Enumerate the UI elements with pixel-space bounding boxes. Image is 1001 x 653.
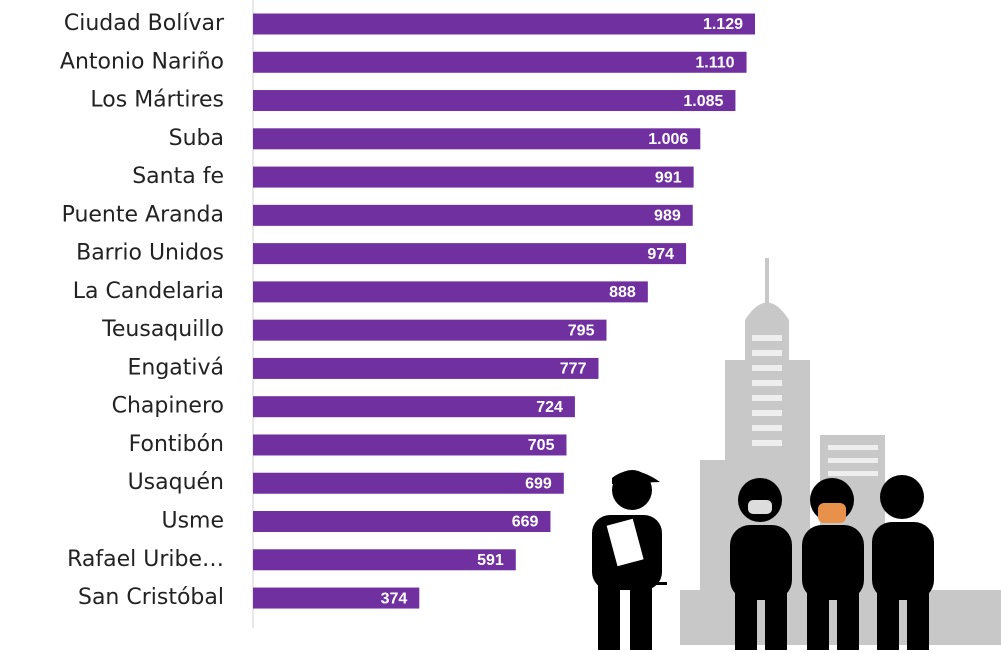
value-label: 795 (568, 322, 595, 339)
bar (253, 167, 694, 188)
bar (253, 14, 755, 35)
category-label: Antonio Nariño (60, 49, 224, 74)
building (700, 460, 730, 640)
bar (253, 511, 550, 532)
value-label: 1.110 (695, 54, 734, 71)
value-label: 974 (647, 246, 674, 263)
value-label: 888 (609, 284, 636, 301)
category-label: Barrio Unidos (76, 241, 224, 266)
value-label: 591 (477, 552, 504, 569)
bar (253, 128, 700, 149)
category-label: Rafael Uribe… (67, 547, 224, 572)
building (960, 595, 1001, 645)
bar (253, 320, 606, 341)
spire (765, 258, 769, 308)
value-label: 1.129 (703, 16, 743, 33)
category-label: Puente Aranda (62, 202, 224, 227)
category-label: Santa fe (132, 164, 224, 189)
value-label: 1.085 (683, 93, 723, 110)
bar (253, 396, 575, 417)
category-label: Fontibón (129, 432, 224, 457)
category-label: Engativá (127, 355, 224, 380)
value-label: 1.006 (648, 131, 688, 148)
category-label: San Cristóbal (78, 585, 224, 610)
bar (253, 281, 648, 302)
category-label: Los Mártires (90, 88, 224, 113)
category-label: Suba (169, 126, 224, 151)
chart: Ciudad Bolívar 1.129 Antonio Nariño 1.110 Lo… (0, 0, 1001, 653)
bar (253, 473, 564, 494)
category-label: Usme (161, 509, 224, 534)
value-label: 705 (528, 437, 555, 454)
value-label: 374 (381, 590, 408, 607)
bar (253, 205, 693, 226)
bar (253, 243, 686, 264)
value-label: 724 (536, 399, 563, 416)
category-label: Teusaquillo (101, 317, 224, 342)
category-label: Ciudad Bolívar (64, 11, 225, 36)
value-label: 991 (655, 169, 682, 186)
value-label: 777 (560, 361, 587, 378)
bar (253, 90, 735, 111)
bar (253, 434, 566, 455)
bar (253, 52, 747, 73)
category-label: La Candelaria (73, 279, 224, 304)
bar (253, 358, 598, 379)
value-label: 699 (525, 475, 552, 492)
category-label: Chapinero (112, 394, 224, 419)
category-label: Usaquén (128, 470, 224, 495)
value-label: 669 (512, 514, 539, 531)
value-label: 989 (654, 208, 681, 225)
